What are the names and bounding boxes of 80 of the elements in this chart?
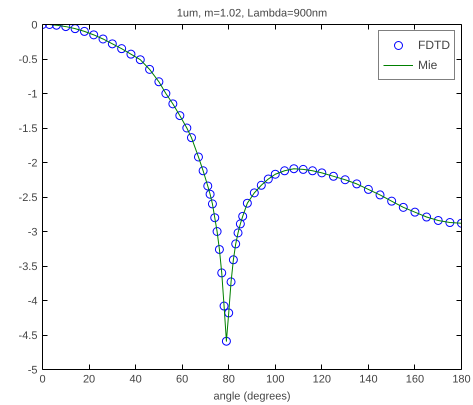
y-tick-label: -4 — [28, 296, 38, 308]
point — [89, 30, 98, 40]
point — [398, 202, 408, 212]
point — [236, 219, 245, 228]
point — [145, 64, 154, 74]
point — [206, 190, 215, 199]
point — [168, 99, 178, 108]
point — [228, 255, 238, 264]
x-tick-label: 40 — [129, 374, 142, 386]
point — [298, 164, 308, 174]
point — [317, 168, 326, 178]
point — [203, 181, 212, 190]
point — [108, 39, 117, 48]
point — [182, 124, 192, 132]
point — [234, 228, 243, 238]
point — [226, 277, 236, 286]
point — [328, 172, 338, 181]
point — [186, 133, 196, 142]
point — [214, 244, 224, 254]
x-tick-label: 180 — [452, 374, 471, 386]
chart-title: 1um, m=1.02, Lambda=900nm — [176, 8, 328, 20]
point — [280, 166, 290, 176]
point — [80, 26, 89, 36]
point — [387, 196, 396, 206]
x-tick-label: 60 — [176, 374, 188, 386]
point — [194, 152, 203, 162]
point — [70, 24, 80, 34]
point — [434, 216, 443, 225]
x-tick-label: 120 — [312, 374, 332, 386]
point — [352, 179, 362, 188]
y-tick-label: -5 — [28, 364, 38, 376]
x-tick-label: 100 — [266, 374, 284, 386]
point — [422, 212, 432, 222]
y-tick-label: -2 — [28, 158, 38, 170]
point — [175, 111, 184, 120]
point — [154, 77, 164, 86]
y-tick-label: -1 — [28, 88, 38, 100]
point — [250, 188, 259, 198]
point — [238, 212, 248, 221]
x-tick-label: 0 — [39, 374, 46, 386]
point — [242, 198, 252, 208]
legend-label: Mie — [418, 58, 438, 72]
point — [198, 166, 208, 176]
point — [289, 164, 298, 174]
point — [212, 227, 222, 236]
point — [161, 89, 170, 98]
x-tick-label: 20 — [82, 374, 96, 386]
point — [210, 213, 220, 222]
point — [98, 34, 108, 44]
point — [308, 166, 318, 176]
point — [217, 268, 226, 278]
y-tick-label: -1.5 — [18, 123, 38, 135]
y-tick-label: -0.5 — [18, 54, 38, 66]
y-tick-label: -3.5 — [18, 261, 38, 273]
x-tick-label: 80 — [222, 374, 235, 386]
y-tick-label: -4.5 — [18, 330, 38, 342]
y-tick-label: 0 — [31, 20, 38, 32]
x-tick-label: 160 — [406, 374, 424, 386]
point — [376, 190, 385, 200]
point — [231, 239, 240, 248]
point — [220, 302, 229, 311]
point — [270, 170, 280, 179]
point — [340, 175, 350, 184]
x-axis-title: angle (degrees) — [213, 390, 291, 402]
point — [224, 308, 234, 318]
point — [117, 44, 126, 54]
point — [222, 336, 231, 346]
y-tick-label: -2.5 — [18, 192, 38, 204]
point — [61, 24, 70, 32]
point — [208, 199, 217, 208]
point — [126, 50, 136, 59]
point — [136, 55, 145, 64]
y-tick-label: -3 — [28, 226, 38, 238]
point — [364, 184, 373, 194]
point — [410, 208, 420, 217]
point — [264, 174, 273, 184]
legend-label: FDTD — [418, 38, 450, 52]
point — [445, 218, 454, 228]
x-tick-label: 140 — [359, 374, 378, 386]
point — [256, 180, 266, 190]
